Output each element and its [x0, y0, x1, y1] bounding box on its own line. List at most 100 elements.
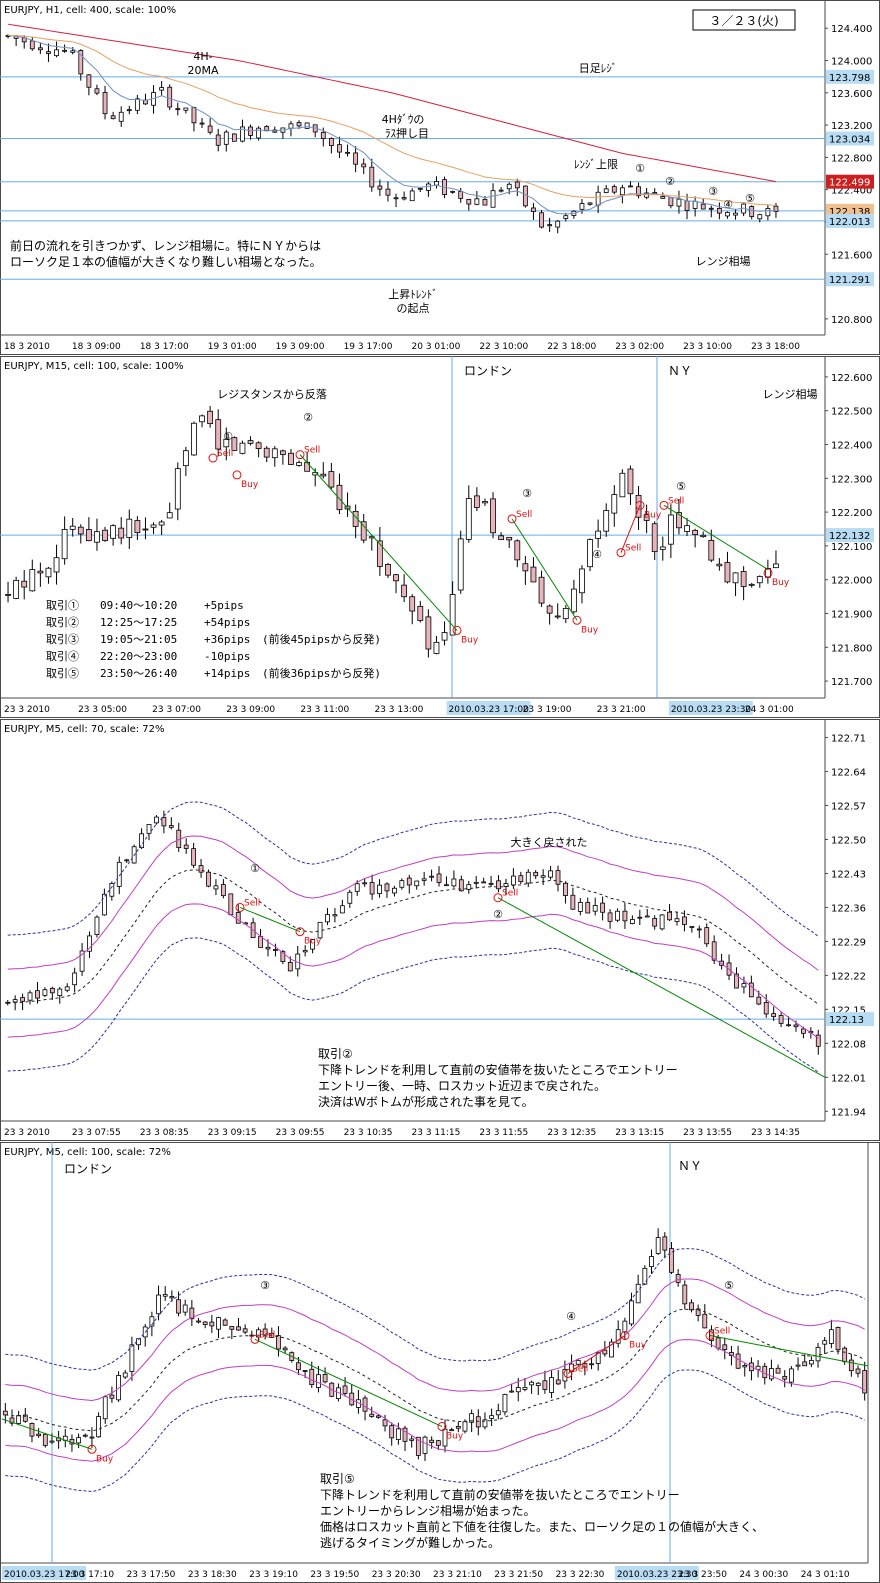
- candle-body: [361, 163, 367, 168]
- trend-line: [511, 518, 578, 621]
- trade-id: 取引②: [46, 615, 79, 629]
- trade-line: [567, 1335, 626, 1374]
- chart-frame: [0, 1142, 880, 1583]
- candle-body: [425, 183, 431, 191]
- chart-annotation: の起点: [397, 302, 430, 315]
- session-label-london: ロンドン: [464, 364, 512, 378]
- y-tick-label: 121.700: [831, 677, 872, 688]
- candle-body: [369, 166, 375, 188]
- candle-body: [607, 912, 613, 922]
- candle-body: [409, 596, 416, 612]
- trade-marker: [763, 568, 773, 578]
- candle-body: [675, 1274, 681, 1283]
- candle-body: [215, 419, 222, 450]
- candle-body: [525, 871, 531, 884]
- candle-body: [735, 1353, 741, 1369]
- candle-body: [458, 879, 464, 892]
- candle-body: [222, 1319, 228, 1326]
- candle-body: [474, 198, 480, 205]
- candle-body: [732, 572, 739, 584]
- candle-body: [134, 520, 141, 534]
- candle-body: [29, 40, 35, 50]
- candle-body: [102, 529, 108, 541]
- x-tick-label: 23 3 14:35: [751, 1128, 800, 1138]
- candle-body: [399, 880, 405, 888]
- price-label: 121.291: [829, 275, 870, 286]
- m15-candlestick-chart: EURJPY, M15, cell: 100, scale: 100% 122.6…: [0, 356, 880, 718]
- bollinger-inner-upper: [5, 1278, 865, 1402]
- candle-body: [482, 198, 488, 206]
- candle-body: [695, 1308, 701, 1316]
- chart-annotation: ②: [303, 411, 313, 424]
- candle-body: [533, 871, 539, 877]
- candle-body: [577, 902, 583, 912]
- candle-body: [733, 212, 738, 216]
- candle-body: [535, 1382, 541, 1386]
- candle-body: [822, 1340, 828, 1345]
- candle-body: [622, 1320, 628, 1333]
- ma-slow-line: [7, 23, 777, 183]
- candle-body: [236, 1326, 241, 1331]
- candle-body: [393, 197, 399, 200]
- x-tick-label: 23 3 21:00: [597, 705, 646, 715]
- trade-result: -10pips: [204, 650, 250, 663]
- candle-body: [296, 122, 302, 127]
- candle-body: [29, 569, 36, 592]
- price-label-bg: [826, 272, 874, 287]
- candle-body: [199, 415, 205, 423]
- candle-body: [124, 859, 130, 862]
- candle-body: [242, 1328, 248, 1333]
- candle-body: [156, 1294, 161, 1315]
- x-tick-label: 23 3 17:50: [127, 1570, 176, 1580]
- trade-marker-label: Sell: [572, 1364, 588, 1374]
- x-tick-highlight: [668, 701, 753, 715]
- x-tick-highlight: [614, 1566, 699, 1580]
- candle-body: [61, 529, 68, 560]
- price-label: 122.013: [829, 217, 870, 228]
- candle-body: [328, 138, 334, 146]
- x-tick-label: 19 3 01:00: [208, 342, 257, 352]
- price-label-bg: [826, 528, 874, 543]
- price-label: 122.13: [829, 1015, 864, 1026]
- candle-body: [425, 616, 432, 650]
- candle-body: [337, 144, 342, 153]
- x-tick-label: 23 3 02:00: [615, 342, 664, 352]
- y-tick-label: 122.400: [831, 186, 872, 197]
- candle-body: [154, 816, 159, 824]
- chart-note: エントリー後、一時、ロスカット近辺まで戻された。: [318, 1079, 606, 1093]
- y-tick-label: 120.800: [831, 315, 872, 326]
- candle-body: [762, 1365, 768, 1379]
- candle-body: [183, 107, 189, 111]
- candle-body: [555, 220, 561, 228]
- candle-body: [644, 915, 650, 918]
- x-tick-label: 23 3 10:00: [683, 342, 732, 352]
- trade-marker-label: Buy: [629, 1341, 647, 1351]
- chart-annotation: 20MA: [187, 64, 218, 77]
- price-label-bg: [826, 174, 874, 189]
- chart-annotation: レンジ相場: [696, 255, 751, 268]
- candle-body: [421, 878, 427, 881]
- candle-body: [310, 939, 316, 950]
- candle-body: [490, 190, 496, 208]
- candle-body: [406, 877, 412, 886]
- candle-body: [489, 1415, 495, 1419]
- y-tick-label: 122.01: [831, 1073, 866, 1084]
- chart-annotation: 4H-: [193, 50, 212, 63]
- candle-body: [734, 973, 739, 989]
- x-tick-label: 23 3 07:00: [152, 705, 201, 715]
- x-tick-label: 23 3 17:10: [65, 1570, 114, 1580]
- chart-annotation: ⑤: [745, 192, 755, 205]
- candle-body: [637, 916, 643, 919]
- candle-body: [514, 181, 520, 189]
- candle-body: [271, 448, 278, 459]
- x-tick-label: 23 3 11:55: [479, 1128, 528, 1138]
- candle-body: [258, 936, 263, 948]
- candle-body: [662, 1236, 668, 1251]
- candle-body: [21, 580, 28, 588]
- candle-body: [215, 134, 221, 146]
- candle-body: [715, 1337, 721, 1349]
- candle-body: [282, 1347, 288, 1351]
- x-tick-label: 23 3 05:00: [78, 705, 127, 715]
- candle-body: [85, 529, 92, 542]
- trade-marker-label: Sell: [244, 898, 260, 908]
